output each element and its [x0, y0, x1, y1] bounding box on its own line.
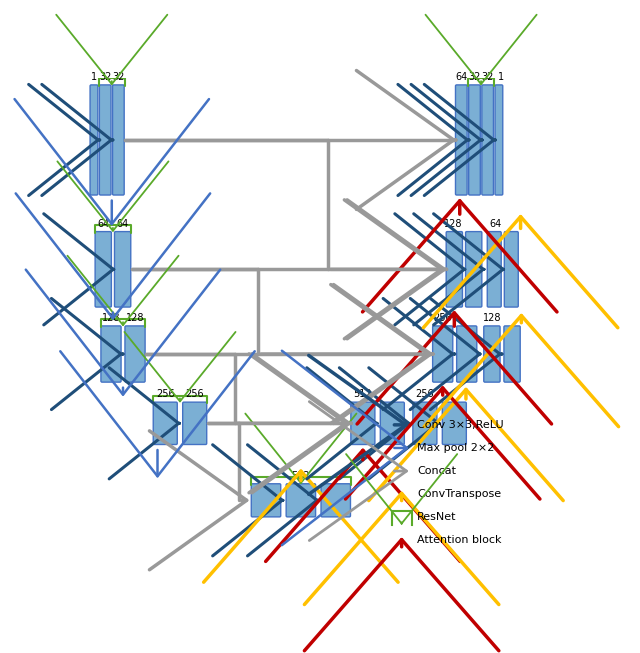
Text: 256: 256 [156, 389, 175, 400]
Text: 512: 512 [353, 389, 372, 400]
Text: 512: 512 [292, 471, 310, 481]
FancyBboxPatch shape [153, 402, 177, 445]
Text: Conv 3×3,ReLU: Conv 3×3,ReLU [417, 420, 504, 430]
Text: 64: 64 [490, 219, 502, 229]
Text: 32: 32 [112, 72, 125, 82]
Text: 64: 64 [455, 72, 467, 82]
Text: 32: 32 [481, 72, 494, 82]
FancyBboxPatch shape [465, 232, 482, 307]
Text: 32: 32 [468, 72, 481, 82]
FancyBboxPatch shape [113, 85, 124, 195]
FancyBboxPatch shape [456, 85, 467, 195]
FancyBboxPatch shape [125, 326, 145, 382]
FancyBboxPatch shape [504, 326, 520, 382]
Text: 64: 64 [116, 219, 129, 229]
Text: 32: 32 [99, 72, 111, 82]
FancyBboxPatch shape [101, 326, 121, 382]
FancyBboxPatch shape [433, 326, 452, 382]
FancyBboxPatch shape [413, 402, 437, 445]
Text: ResNet: ResNet [417, 512, 456, 522]
FancyBboxPatch shape [457, 326, 477, 382]
FancyBboxPatch shape [182, 402, 207, 445]
FancyBboxPatch shape [286, 484, 316, 517]
Text: 256: 256 [433, 313, 452, 323]
Text: 128: 128 [126, 313, 144, 323]
Text: Concat: Concat [417, 466, 456, 476]
FancyBboxPatch shape [99, 85, 111, 195]
FancyBboxPatch shape [482, 85, 493, 195]
FancyBboxPatch shape [95, 232, 111, 307]
Text: 1: 1 [498, 72, 504, 82]
FancyBboxPatch shape [487, 232, 501, 307]
FancyBboxPatch shape [321, 484, 351, 517]
FancyBboxPatch shape [115, 232, 131, 307]
FancyBboxPatch shape [446, 232, 463, 307]
FancyBboxPatch shape [495, 85, 503, 195]
Text: 256: 256 [415, 389, 434, 400]
Text: 128: 128 [483, 313, 501, 323]
FancyBboxPatch shape [504, 232, 518, 307]
Text: 64: 64 [97, 219, 109, 229]
Text: Attention block: Attention block [417, 535, 502, 545]
Text: 1: 1 [91, 72, 97, 82]
Text: Max pool 2×2: Max pool 2×2 [417, 443, 495, 453]
Text: 128: 128 [102, 313, 120, 323]
FancyBboxPatch shape [252, 484, 281, 517]
Text: 256: 256 [186, 389, 204, 400]
Text: 128: 128 [444, 219, 462, 229]
FancyBboxPatch shape [380, 402, 404, 445]
Text: ConvTranspose: ConvTranspose [417, 489, 501, 499]
FancyBboxPatch shape [90, 85, 98, 195]
FancyBboxPatch shape [468, 85, 480, 195]
FancyBboxPatch shape [351, 402, 375, 445]
FancyBboxPatch shape [484, 326, 500, 382]
FancyBboxPatch shape [442, 402, 467, 445]
